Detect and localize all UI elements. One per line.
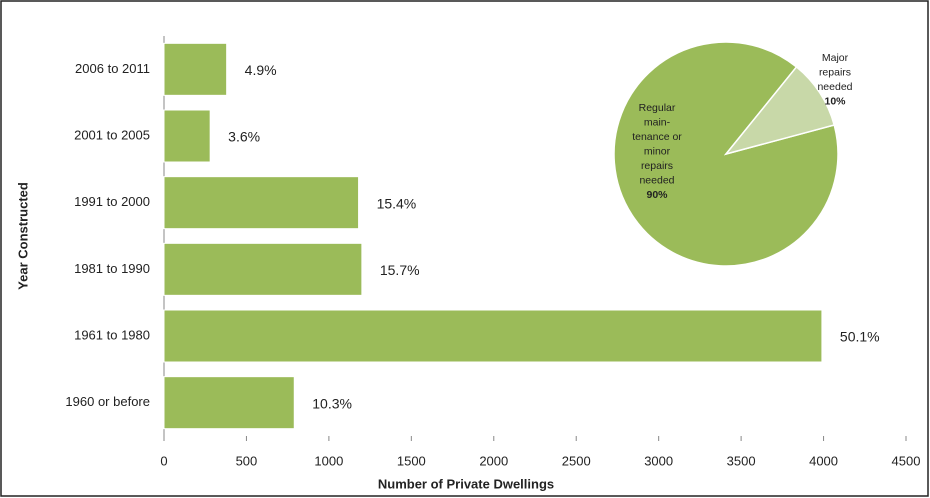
bar bbox=[163, 309, 823, 363]
bar bbox=[163, 42, 228, 96]
bar-label: 4.9% bbox=[245, 62, 277, 78]
pie-label: main- bbox=[644, 116, 671, 128]
bar-label: 15.4% bbox=[377, 195, 417, 211]
bar bbox=[163, 109, 211, 163]
y-tick-label: 2006 to 2011 bbox=[75, 61, 150, 76]
x-tick-label: 4500 bbox=[892, 453, 921, 468]
pie-label: needed bbox=[639, 174, 674, 186]
pie-label: minor bbox=[644, 145, 671, 157]
pie-label: repairs bbox=[641, 160, 673, 172]
bar bbox=[163, 242, 363, 296]
bar-label: 15.7% bbox=[380, 262, 420, 278]
pie-label: repairs bbox=[819, 66, 851, 78]
x-tick-label: 4000 bbox=[809, 453, 838, 468]
pie-label: Major bbox=[822, 52, 849, 64]
x-tick-label: 0 bbox=[160, 453, 167, 468]
pie-value-label: 10% bbox=[824, 95, 846, 107]
pie-label: Regular bbox=[639, 102, 676, 114]
y-tick-label: 1981 to 1990 bbox=[74, 261, 150, 276]
x-tick-label: 3000 bbox=[644, 453, 673, 468]
x-tick-label: 2500 bbox=[562, 453, 591, 468]
y-tick-label: 1961 to 1980 bbox=[74, 327, 150, 342]
pie-slice bbox=[723, 65, 836, 156]
bar-label: 3.6% bbox=[228, 129, 260, 145]
x-tick-label: 3500 bbox=[727, 453, 756, 468]
x-tick-label: 2000 bbox=[479, 453, 508, 468]
x-tick-label: 1500 bbox=[397, 453, 426, 468]
y-tick-label: 2001 to 2005 bbox=[74, 127, 150, 142]
y-axis-title: Year Constructed bbox=[15, 182, 30, 290]
pie-label: needed bbox=[817, 81, 852, 93]
pie-value-label: 90% bbox=[646, 189, 668, 201]
pie-label: tenance or bbox=[632, 131, 682, 143]
bar bbox=[163, 176, 360, 230]
x-tick-label: 1000 bbox=[314, 453, 343, 468]
bar-label: 50.1% bbox=[840, 329, 880, 345]
y-tick-label: 1991 to 2000 bbox=[74, 194, 150, 209]
bar-label: 10.3% bbox=[312, 395, 352, 411]
y-tick-label: 1960 or before bbox=[65, 394, 150, 409]
bar bbox=[163, 376, 295, 430]
x-tick-label: 500 bbox=[236, 453, 258, 468]
x-axis-title: Number of Private Dwellings bbox=[378, 476, 554, 491]
